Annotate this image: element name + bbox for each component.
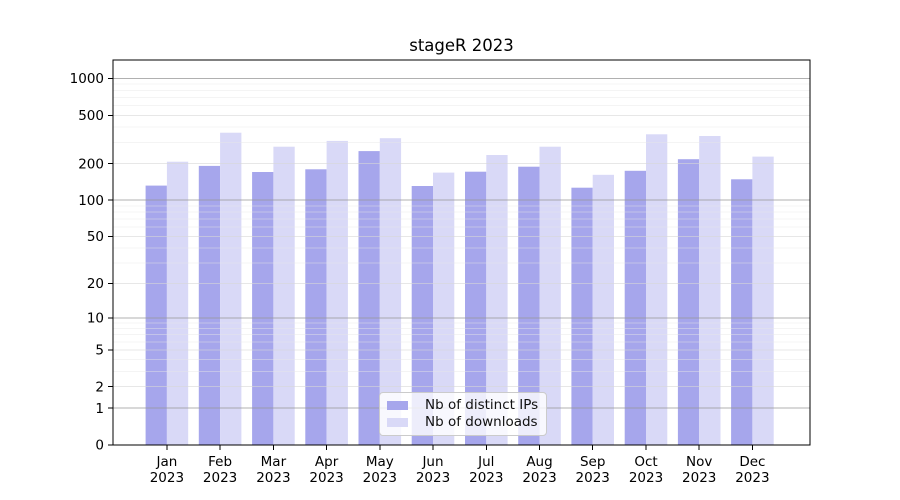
x-tick-label-jul: Jul 2023: [469, 454, 503, 486]
bar-distinct-ips-oct: [624, 170, 646, 446]
bar-distinct-ips-mar: [252, 172, 274, 445]
legend: Nb of distinct IPs Nb of downloads: [379, 392, 547, 436]
bar-downloads-jan: [166, 161, 189, 445]
bar-downloads-jun: [433, 172, 455, 445]
x-tick-label-nov: Nov 2023: [682, 454, 716, 486]
bar-downloads-mar: [273, 146, 295, 445]
bar-downloads-nov: [699, 136, 721, 445]
gridlines-group: [113, 78, 810, 409]
bar-distinct-ips-sep: [571, 187, 593, 445]
y-tick-label-500: 500: [78, 108, 104, 124]
bar-distinct-ips-jan: [145, 185, 167, 445]
bar-distinct-ips-jul: [465, 171, 487, 445]
bars-group: [145, 132, 774, 446]
bar-distinct-ips-feb: [198, 165, 221, 445]
bar-distinct-ips-may: [358, 151, 380, 445]
x-tick-label-oct: Oct 2023: [629, 454, 663, 486]
x-tick-label-apr: Apr 2023: [309, 454, 343, 486]
bar-downloads-may: [379, 138, 402, 445]
bar-downloads-jul: [486, 155, 508, 445]
axes-spines: [112, 59, 811, 446]
bar-downloads-dec: [752, 156, 774, 445]
bar-distinct-ips-jun: [411, 186, 433, 445]
x-tick-label-jan: Jan 2023: [150, 454, 184, 486]
legend-label-downloads: Nb of downloads: [425, 414, 538, 431]
x-tick-labels: Jan 2023 Feb 2023 Mar 2023 Apr 2023 May 2023 Jun 20…: [150, 454, 770, 486]
bar-downloads-apr: [326, 140, 348, 445]
y-tick-label-0: 0: [95, 438, 104, 454]
y-tick-label-1000: 1000: [70, 71, 104, 87]
legend-swatch-distinct-ips: [387, 400, 408, 410]
bar-distinct-ips-apr: [305, 169, 327, 446]
y-tick-label-10: 10: [87, 310, 104, 326]
bar-downloads-aug: [539, 146, 561, 445]
chart-title: stageR 2023: [409, 36, 514, 55]
bar-downloads-sep: [592, 174, 614, 446]
legend-row-downloads: Nb of downloads: [387, 415, 538, 430]
legend-label-distinct-ips: Nb of distinct IPs: [425, 396, 539, 413]
bar-distinct-ips-nov: [677, 159, 700, 445]
y-tick-label-2: 2: [95, 379, 104, 395]
x-tick-label-sep: Sep 2023: [576, 454, 610, 486]
x-tick-label-aug: Aug 2023: [522, 454, 556, 486]
tick-marks-group: [108, 78, 753, 450]
bar-distinct-ips-dec: [731, 179, 753, 446]
y-tick-label-100: 100: [78, 193, 104, 209]
y-tick-label-5: 5: [95, 343, 104, 359]
bar-downloads-oct: [646, 134, 668, 446]
legend-row-distinct-ips: Nb of distinct IPs: [387, 396, 539, 413]
x-tick-label-feb: Feb 2023: [203, 454, 237, 486]
x-tick-label-mar: Mar 2023: [256, 454, 290, 486]
legend-swatch-downloads: [387, 418, 408, 428]
x-tick-label-jun: Jun 2023: [416, 454, 450, 486]
y-tick-label-1: 1: [95, 401, 104, 417]
x-tick-label-may: May 2023: [363, 454, 397, 486]
bar-downloads-feb: [220, 132, 242, 445]
y-tick-label-50: 50: [87, 229, 104, 245]
y-tick-label-20: 20: [87, 276, 104, 292]
y-tick-label-200: 200: [78, 156, 104, 172]
x-tick-label-dec: Dec 2023: [735, 454, 769, 486]
